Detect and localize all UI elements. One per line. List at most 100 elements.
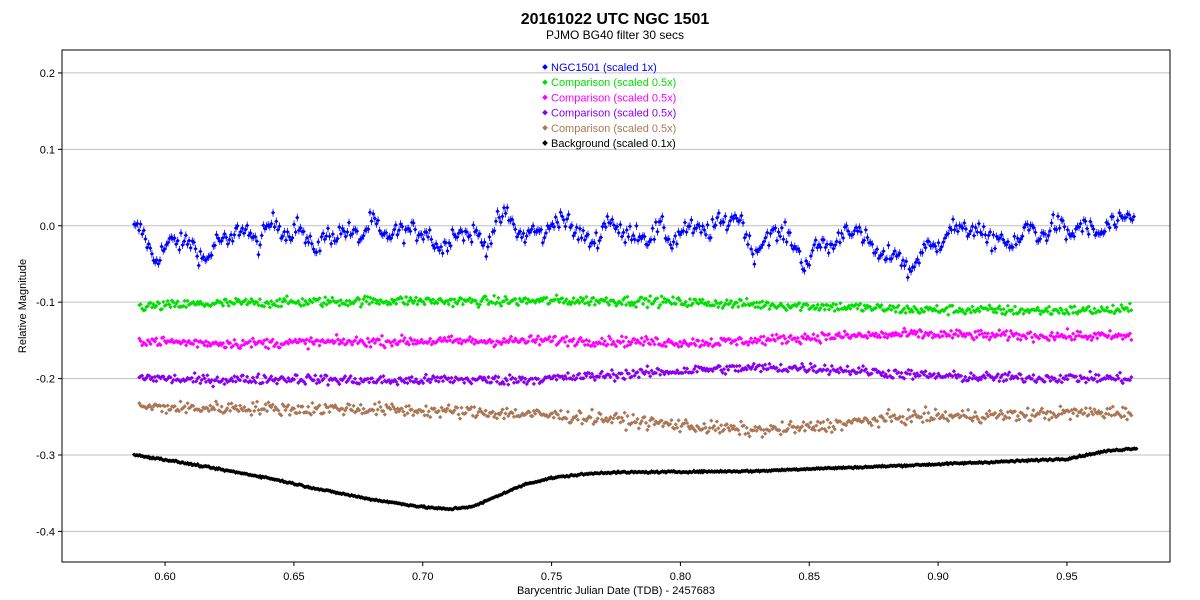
data-point [335, 236, 340, 241]
data-point [513, 296, 518, 302]
data-point [227, 237, 232, 242]
data-point [275, 227, 281, 232]
data-point [144, 245, 150, 250]
data-point [390, 232, 395, 237]
data-point [778, 234, 783, 239]
data-point [477, 231, 482, 236]
data-point [889, 256, 894, 261]
data-point [1131, 214, 1137, 219]
data-point [503, 211, 508, 216]
data-point [824, 242, 830, 247]
data-point [577, 226, 583, 231]
data-point [553, 297, 558, 302]
data-point [395, 232, 400, 237]
data-point [177, 247, 182, 253]
data-point [496, 295, 501, 301]
data-point [694, 226, 699, 231]
data-point [345, 229, 350, 235]
data-point [237, 233, 242, 238]
data-point [443, 240, 448, 245]
data-point [314, 250, 319, 255]
data-point [141, 228, 146, 233]
data-point [393, 222, 398, 228]
data-point [261, 223, 266, 228]
data-point [732, 213, 738, 218]
data-point [183, 233, 188, 238]
data-point [424, 230, 429, 235]
data-point [467, 296, 473, 301]
data-point [401, 241, 406, 246]
data-point [611, 223, 616, 228]
data-point [284, 294, 290, 299]
data-point [201, 254, 206, 260]
data-point [223, 297, 228, 302]
series-comparison-green [137, 293, 1134, 317]
data-point [1114, 225, 1119, 230]
data-point [742, 235, 747, 240]
data-point [154, 303, 159, 308]
data-point [497, 215, 502, 220]
data-point [175, 299, 180, 304]
data-point [257, 297, 263, 302]
data-point [1060, 218, 1065, 223]
data-point [296, 298, 301, 304]
data-point [136, 228, 142, 233]
data-point [818, 245, 823, 250]
data-point [149, 251, 155, 257]
data-point [220, 235, 226, 240]
data-point [165, 298, 170, 304]
data-point [1031, 225, 1036, 230]
data-point [621, 230, 626, 235]
data-point [1086, 232, 1091, 237]
data-point [1005, 239, 1011, 244]
data-point [421, 237, 426, 242]
data-point [511, 222, 516, 227]
data-point [501, 299, 507, 304]
data-point [585, 232, 591, 237]
data-point [616, 230, 621, 236]
data-point [328, 299, 334, 304]
data-point [1042, 231, 1048, 237]
data-point [829, 242, 835, 247]
data-point [259, 233, 264, 238]
data-point [1049, 220, 1054, 226]
data-point [394, 301, 399, 306]
data-point [1021, 225, 1027, 230]
data-point [341, 229, 347, 234]
data-point [574, 225, 579, 230]
data-point [690, 230, 696, 236]
data-point [724, 227, 730, 233]
data-point [595, 246, 600, 251]
data-point [624, 227, 629, 233]
data-point [939, 244, 944, 250]
data-point [485, 244, 490, 249]
data-point [504, 297, 510, 302]
data-point [760, 242, 765, 248]
data-point [703, 232, 709, 237]
data-point [942, 235, 948, 241]
data-point [344, 298, 349, 303]
data-point [960, 225, 965, 231]
data-point [737, 218, 742, 223]
data-point [673, 233, 678, 239]
data-point [149, 305, 155, 310]
data-point [774, 238, 780, 243]
data-point [306, 240, 311, 245]
data-point [635, 238, 641, 243]
data-point [614, 224, 620, 229]
data-point [266, 301, 271, 306]
data-point [452, 297, 457, 302]
data-point [530, 223, 536, 228]
data-point [329, 241, 334, 246]
data-point [362, 294, 368, 299]
data-point [1015, 236, 1020, 241]
data-point [689, 217, 694, 223]
data-point [241, 231, 247, 236]
data-point [666, 237, 671, 242]
data-point [185, 242, 190, 247]
data-point [330, 231, 335, 237]
data-point [540, 240, 545, 245]
data-point [892, 248, 898, 254]
data-point [311, 247, 316, 252]
data-point [196, 263, 201, 268]
